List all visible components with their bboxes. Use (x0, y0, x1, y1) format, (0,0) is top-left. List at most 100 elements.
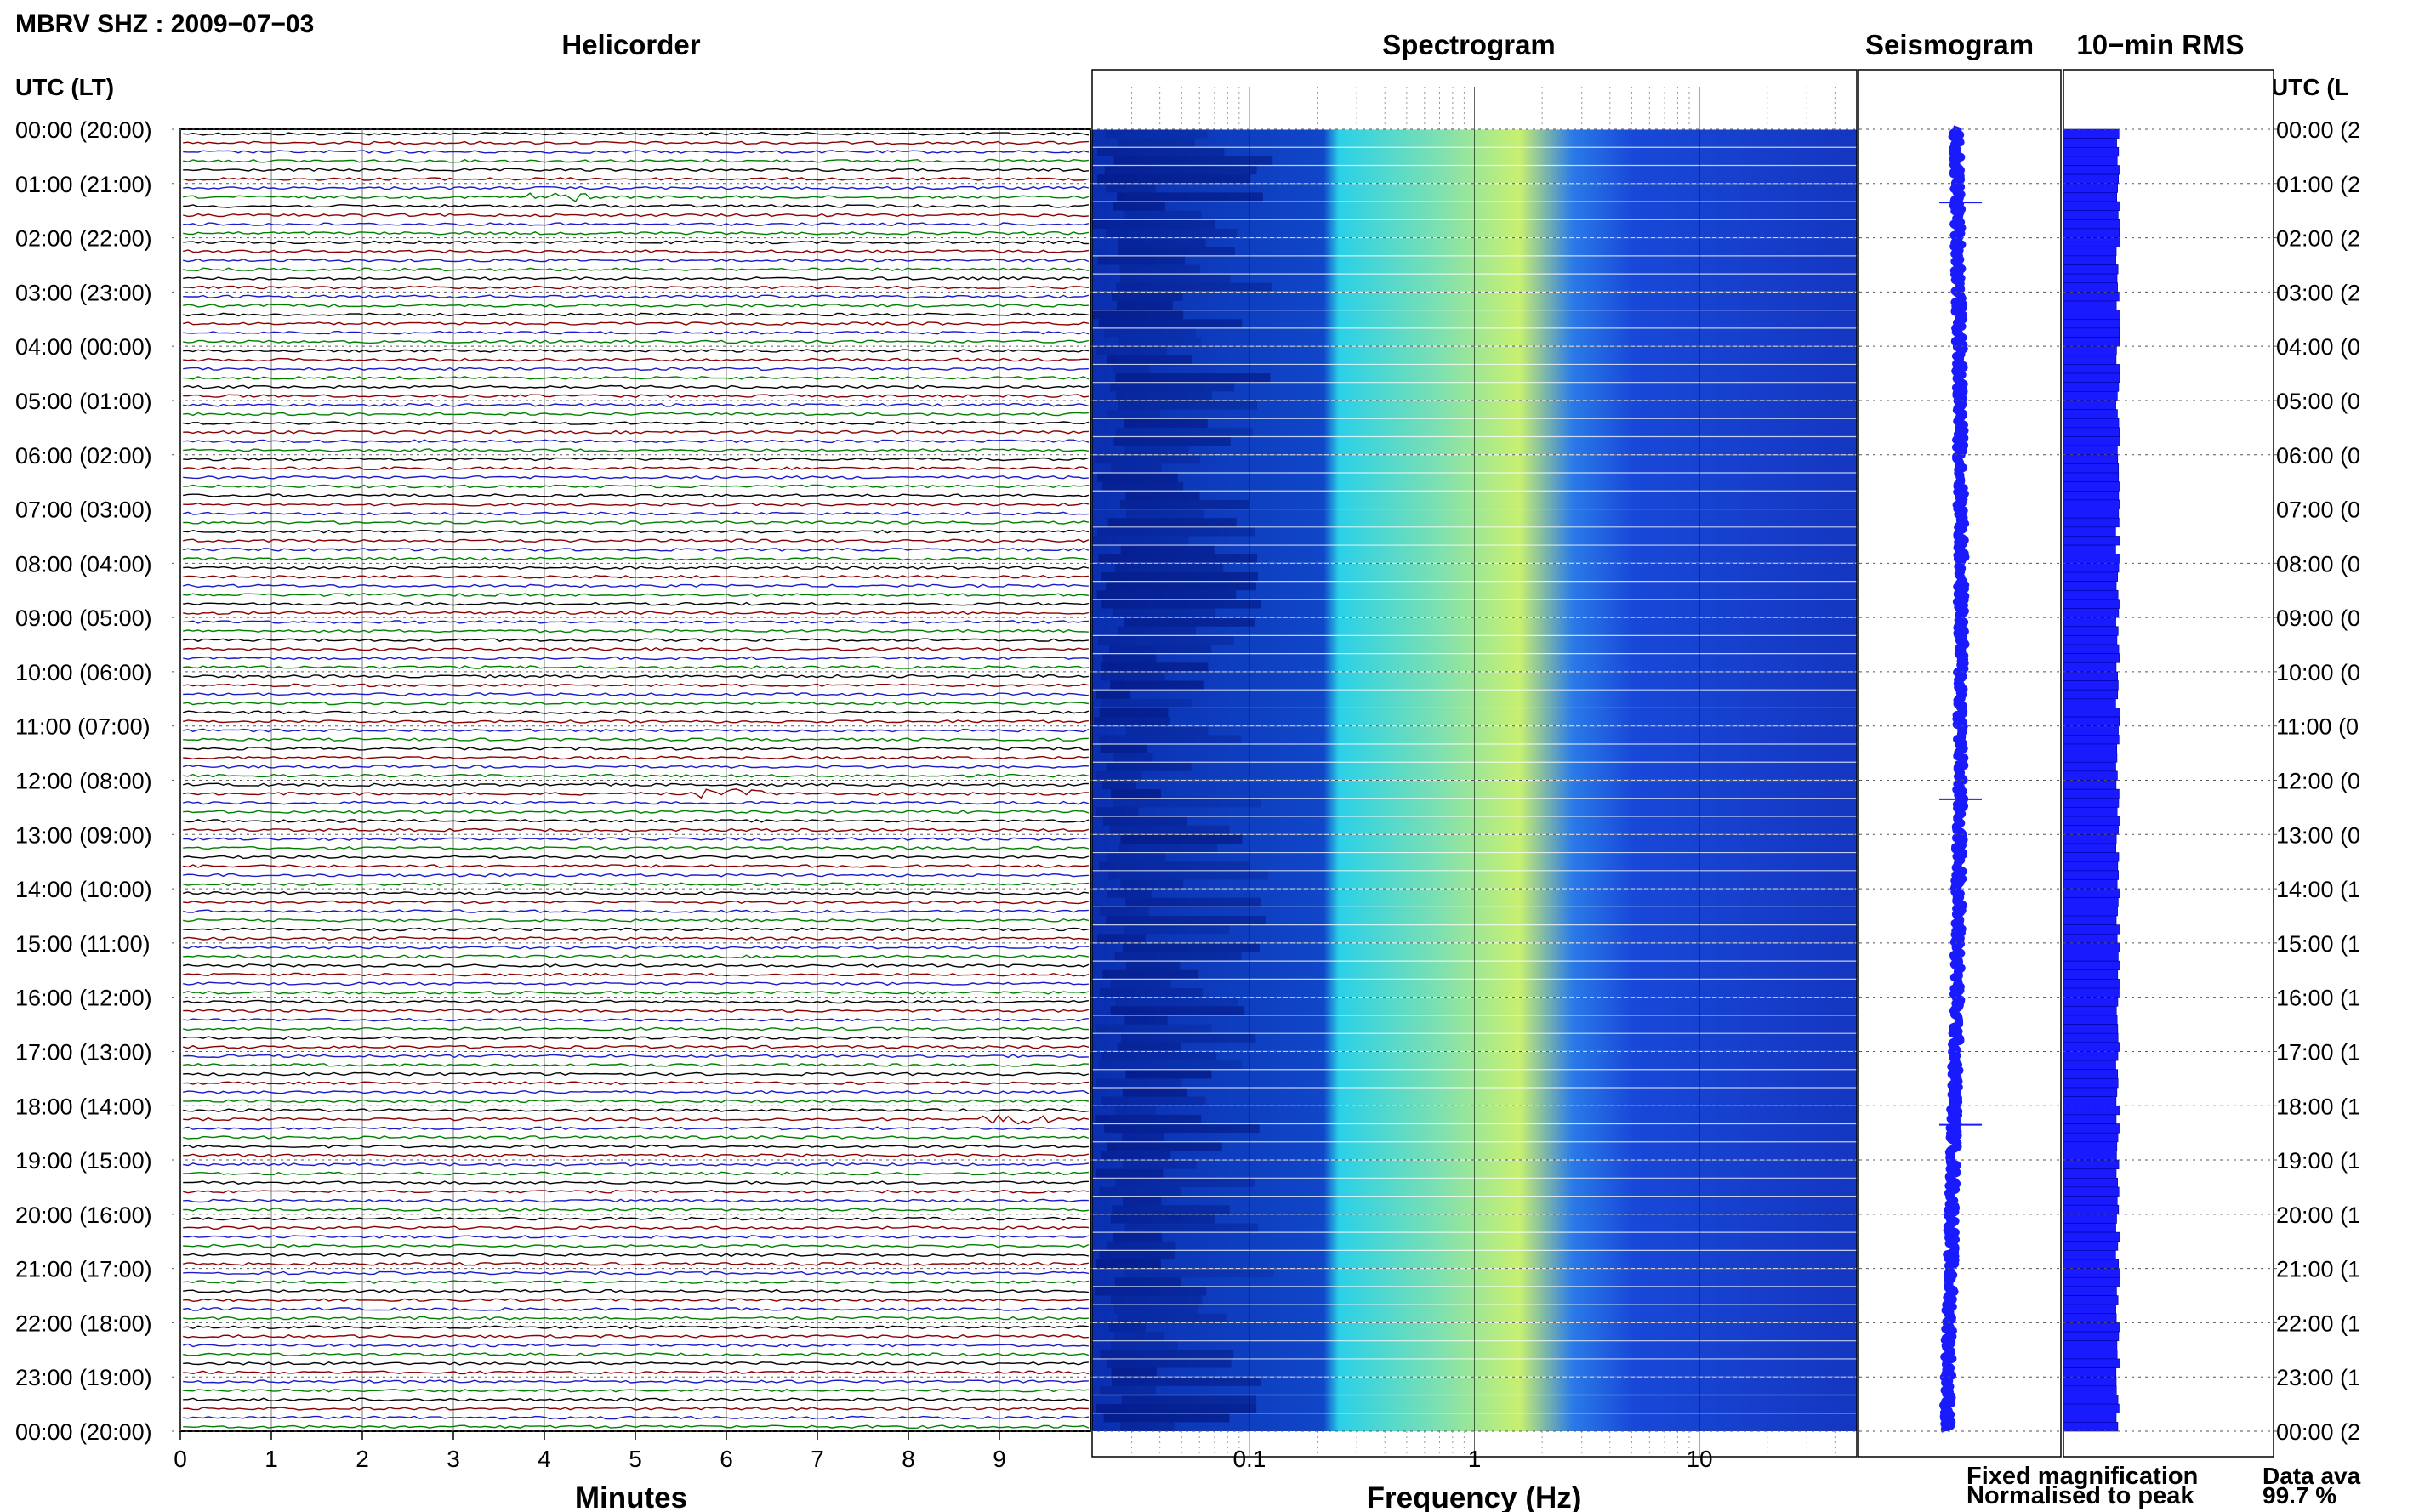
helicorder-trace (183, 1114, 1090, 1125)
helicorder-trace (183, 566, 1090, 570)
hour-label-left: 05:00 (01:00) (15, 389, 152, 414)
spectrogram-band (1097, 934, 1146, 943)
spectrogram-band (1115, 373, 1271, 383)
hour-label-right: 12:00 (0 (2276, 769, 2360, 794)
helicorder-trace (183, 1026, 1089, 1032)
spectrogram-band (1125, 725, 1209, 736)
helicorder-trace (183, 1081, 1089, 1085)
spectrogram-band (1099, 735, 1242, 744)
helicorder-trace (183, 511, 1089, 516)
spectrogram-band (1115, 427, 1253, 437)
helicorder-trace (183, 1162, 1089, 1167)
minute-ticks: 0 1 2 3 4 5 6 7 8 9 (174, 1431, 1006, 1472)
rms-bar (2063, 1005, 2117, 1016)
spectrogram-band (1102, 653, 1157, 663)
rms-bar (2063, 146, 2120, 157)
helicorder-trace (183, 574, 1089, 579)
rms-bar (2063, 219, 2120, 230)
helicorder-trace (183, 1370, 1090, 1375)
spectrogram-band (1096, 807, 1139, 817)
spectrogram-band (1108, 1322, 1146, 1333)
spectrogram-panel (1091, 69, 1858, 1458)
hour-label-right: 02:00 (2 (2276, 226, 2360, 252)
spectrogram-band (1116, 282, 1272, 293)
rms-bar (2063, 843, 2116, 853)
minute-tick-label: 8 (902, 1446, 915, 1472)
right-hour-labels: 00:00 (2 01:00 (2 02:00 (2 03:00 (2 04:00 (0… (2276, 117, 2360, 1445)
right-time-axis-label: UTC (L (2271, 74, 2349, 100)
left-time-axis-label: UTC (LT) (15, 74, 114, 100)
spectrogram-band (1112, 1205, 1230, 1214)
helicorder-trace (183, 1198, 1089, 1203)
helicorder-trace (183, 819, 1090, 823)
left-hour-labels: 00:00 (20:00) 01:00 (21:00) 02:00 (22:00) 0… (15, 117, 152, 1445)
spectrogram-band (1096, 346, 1167, 355)
legend-normalised-to-peak: Normalised to peak (1967, 1482, 2194, 1509)
rms-bar (2063, 933, 2118, 944)
helicorder-trace (183, 394, 1089, 398)
rms-bar (2063, 436, 2120, 446)
hour-label-left: 12:00 (08:00) (15, 769, 152, 794)
helicorder-trace (183, 556, 1090, 561)
hour-label-right: 08:00 (0 (2276, 551, 2360, 577)
helicorder-trace (183, 1071, 1090, 1077)
helicorder-trace (183, 963, 1090, 968)
helicorder-trace (183, 981, 1089, 986)
helicorder-trace (183, 638, 1089, 643)
helicorder-trace (183, 1153, 1090, 1158)
helicorder-trace (183, 991, 1090, 995)
spectrogram-band (1125, 509, 1204, 519)
spectrogram-band (1113, 753, 1153, 763)
spectrogram-band (1103, 327, 1197, 338)
rms-bar (2063, 1024, 2119, 1034)
rms-bar (2063, 861, 2119, 872)
rms-bar (2063, 716, 2120, 727)
hour-label-left: 17:00 (13:00) (15, 1039, 152, 1065)
spectrogram-band (1115, 391, 1212, 401)
rms-bar (2063, 1286, 2117, 1296)
rms-bar (2063, 536, 2120, 546)
spectrogram-band (1125, 1069, 1212, 1079)
spectrogram-band (1124, 1015, 1168, 1025)
helicorder-trace (183, 583, 1089, 588)
spectrogram-band (1110, 1295, 1203, 1305)
spectrogram-band (1124, 1223, 1259, 1233)
spectrogram-band (1120, 1033, 1256, 1043)
spectrogram-band (1094, 454, 1200, 464)
hour-label-right: 14:00 (1 (2276, 877, 2360, 902)
rms-bar (2063, 138, 2117, 148)
spectrogram-band (1117, 1313, 1227, 1323)
rms-bar (2063, 1259, 2120, 1269)
rms-bar (2063, 310, 2120, 320)
rms-bar (2063, 165, 2120, 175)
helicorder-trace (183, 267, 1090, 272)
helicorder-trace (183, 611, 1090, 616)
spectrogram-band (1096, 147, 1225, 156)
helicorder-trace (183, 1307, 1089, 1311)
helicorder-trace (183, 330, 1090, 335)
spectrogram-band (1122, 1160, 1197, 1169)
spectrogram-band (1110, 1340, 1178, 1350)
rms-bar (2063, 228, 2120, 238)
rms-bar (2063, 345, 2117, 356)
spectrogram-band (1099, 1385, 1156, 1395)
rms-bar (2063, 952, 2119, 962)
helicorder-trace (183, 475, 1089, 480)
rms-bar (2063, 192, 2117, 202)
spectrogram-band (1104, 1123, 1260, 1134)
spectrogram-band (1107, 409, 1160, 419)
spectrogram-band (1118, 400, 1258, 410)
helicorder-trace (183, 1379, 1089, 1384)
rms-bar (2063, 1268, 2120, 1278)
rms-bar (2063, 409, 2118, 419)
helicorder-trace (183, 773, 1090, 778)
spectrogram-band (1120, 879, 1184, 890)
rms-bar (2063, 662, 2117, 673)
minutes-axis-label: Minutes (575, 1481, 687, 1512)
rms-bar (2063, 382, 2120, 392)
rms-bar (2063, 355, 2117, 365)
spectrogram-frame (1091, 69, 1858, 1458)
rms-bar (2063, 173, 2119, 185)
spectrogram-band (1111, 1377, 1261, 1386)
rms-bar (2063, 1087, 2118, 1097)
